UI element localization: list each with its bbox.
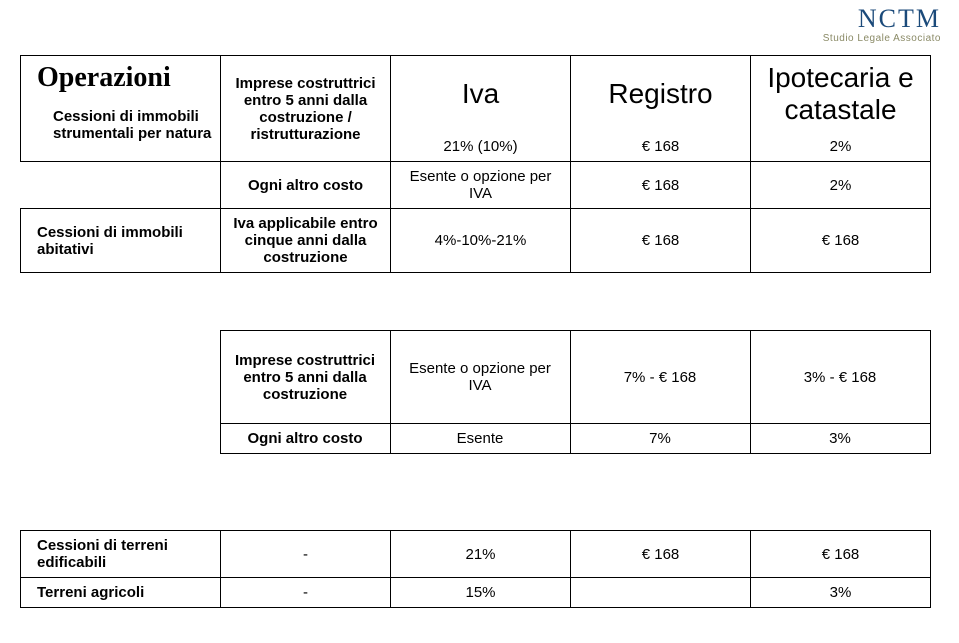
row1-sub: Imprese costruttrici entro 5 anni dalla …: [221, 56, 391, 162]
table-row: Cessioni di immobili abitativi Iva appli…: [21, 209, 931, 273]
cell-reg: € 168: [571, 531, 751, 578]
cell-reg: 7%: [570, 424, 750, 454]
cell-reg: € 168: [571, 162, 751, 209]
cell-reg: 7% - € 168: [570, 331, 750, 424]
cell-ipo: 2%: [751, 162, 931, 209]
cell-reg: € 168: [571, 132, 751, 162]
row-label: Terreni agricoli: [21, 578, 221, 608]
row3-label: Cessioni di immobili abitativi: [21, 209, 221, 273]
header-iva: Iva: [391, 56, 571, 133]
header-registro: Registro: [571, 56, 751, 133]
row-sub: -: [221, 531, 391, 578]
table-row: Terreni agricoli - 15% 3%: [21, 578, 931, 608]
cell-ipo: € 168: [751, 531, 931, 578]
row1-label: Cessioni di immobili strumentali per nat…: [37, 108, 212, 142]
table-row: Cessioni di terreni edificabili - 21% € …: [21, 531, 931, 578]
logo-sub: Studio Legale Associato: [823, 34, 941, 44]
cell-ipo: 3%: [750, 424, 930, 454]
header-ipotecaria: Ipotecaria e catastale: [751, 56, 931, 133]
table-row: Imprese costruttrici entro 5 anni dalla …: [20, 331, 930, 424]
cell-iva: Esente o opzione per IVA: [391, 162, 571, 209]
row2-sub: Ogni altro costo: [221, 162, 391, 209]
header-operazioni: Operazioni: [37, 62, 212, 94]
table-block-3: Cessioni di terreni edificabili - 21% € …: [20, 530, 931, 608]
cell-ipo: 2%: [751, 132, 931, 162]
cell-reg: [571, 578, 751, 608]
row-label: Cessioni di terreni edificabili: [21, 531, 221, 578]
row-sub: Ogni altro costo: [220, 424, 390, 454]
cell-iva: 21% (10%): [391, 132, 571, 162]
table-block-1: Operazioni Cessioni di immobili strument…: [20, 55, 931, 273]
table-block-2: Imprese costruttrici entro 5 anni dalla …: [20, 330, 931, 454]
cell-iva: 15%: [391, 578, 571, 608]
row3-sub: Iva applicabile entro cinque anni dalla …: [221, 209, 391, 273]
cell-ipo: 3%: [751, 578, 931, 608]
table-row: Ogni altro costo Esente 7% 3%: [20, 424, 930, 454]
cell-iva: Esente: [390, 424, 570, 454]
cell-iva: 4%-10%-21%: [391, 209, 571, 273]
header-row: Operazioni Cessioni di immobili strument…: [21, 56, 931, 133]
table-row: Ogni altro costo Esente o opzione per IV…: [21, 162, 931, 209]
cell-ipo: 3% - € 168: [750, 331, 930, 424]
cell-ipo: € 168: [751, 209, 931, 273]
cell-reg: € 168: [571, 209, 751, 273]
row-sub: -: [221, 578, 391, 608]
logo: NCTM Studio Legale Associato: [823, 6, 941, 44]
cell-iva: Esente o opzione per IVA: [390, 331, 570, 424]
cell-iva: 21%: [391, 531, 571, 578]
row-sub: Imprese costruttrici entro 5 anni dalla …: [220, 331, 390, 424]
logo-main: NCTM: [823, 6, 941, 32]
